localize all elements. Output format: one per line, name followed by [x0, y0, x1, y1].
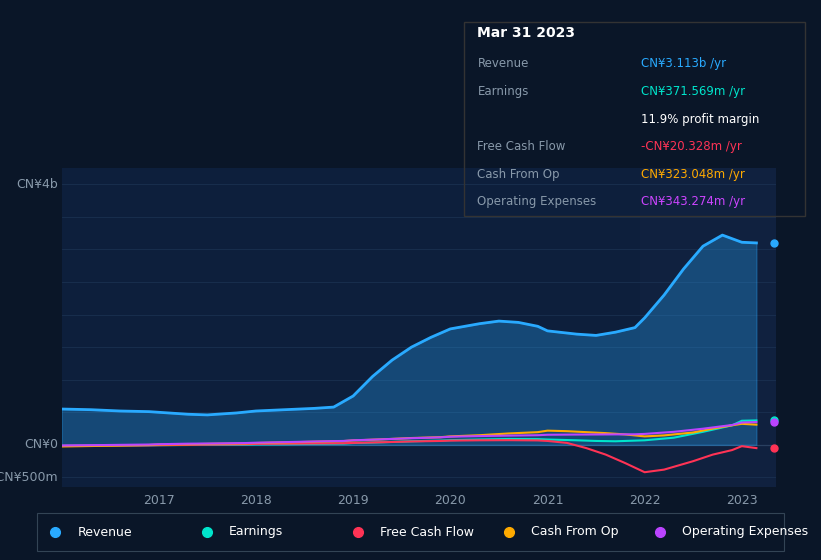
- Text: Operating Expenses: Operating Expenses: [478, 195, 597, 208]
- Text: CN¥0: CN¥0: [24, 438, 58, 451]
- Text: Earnings: Earnings: [229, 525, 283, 539]
- Text: Revenue: Revenue: [478, 57, 529, 71]
- Text: -CN¥20.328m /yr: -CN¥20.328m /yr: [641, 140, 742, 153]
- Text: CN¥343.274m /yr: CN¥343.274m /yr: [641, 195, 745, 208]
- Text: Free Cash Flow: Free Cash Flow: [380, 525, 475, 539]
- Text: CN¥323.048m /yr: CN¥323.048m /yr: [641, 167, 745, 181]
- Text: Free Cash Flow: Free Cash Flow: [478, 140, 566, 153]
- Text: Mar 31 2023: Mar 31 2023: [478, 26, 576, 40]
- Text: -CN¥500m: -CN¥500m: [0, 471, 58, 484]
- Text: Operating Expenses: Operating Expenses: [682, 525, 809, 539]
- Text: Cash From Op: Cash From Op: [531, 525, 619, 539]
- Text: CN¥371.569m /yr: CN¥371.569m /yr: [641, 85, 745, 98]
- Text: CN¥4b: CN¥4b: [16, 178, 58, 191]
- Bar: [37, 513, 784, 551]
- Text: 11.9% profit margin: 11.9% profit margin: [641, 113, 759, 125]
- Text: Cash From Op: Cash From Op: [478, 167, 560, 181]
- Text: Earnings: Earnings: [478, 85, 529, 98]
- Text: Revenue: Revenue: [78, 525, 133, 539]
- Bar: [640, 168, 776, 487]
- Text: CN¥3.113b /yr: CN¥3.113b /yr: [641, 57, 726, 71]
